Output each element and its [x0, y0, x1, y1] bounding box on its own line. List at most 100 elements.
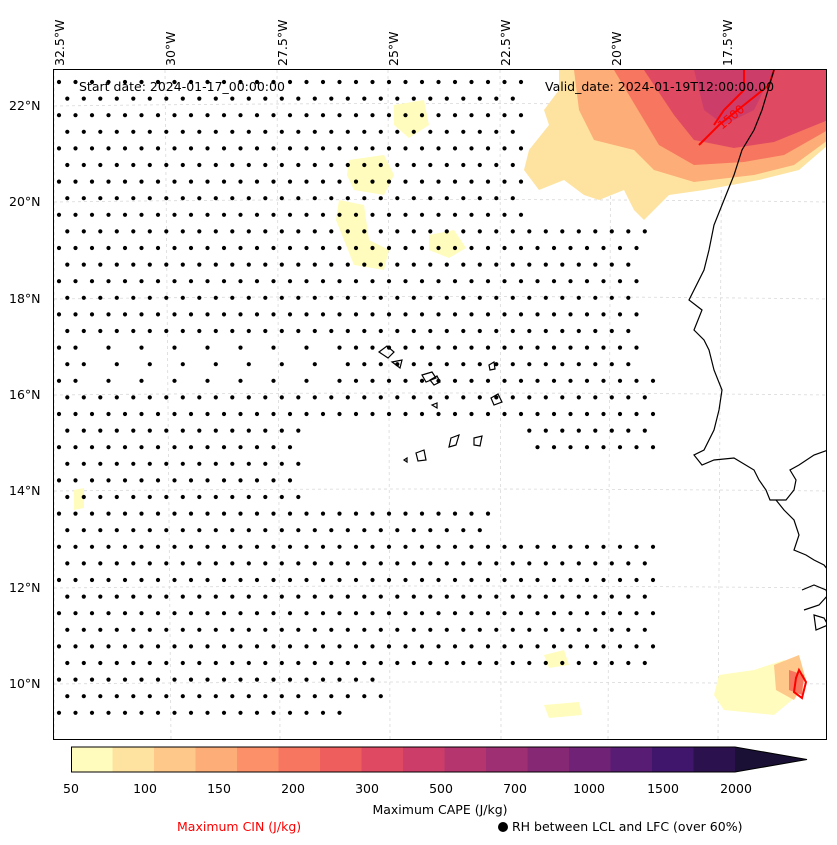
rh-dot [452, 245, 458, 251]
rh-dot [65, 660, 70, 666]
colorbar-bin [320, 747, 362, 772]
rh-dot [601, 378, 606, 383]
rh-dot [205, 245, 210, 251]
rh-dot [139, 644, 144, 649]
rh-dot [56, 478, 62, 483]
rh-dot [238, 710, 243, 715]
rh-dot [527, 428, 532, 433]
rh-dot [584, 411, 590, 417]
rh-dot [403, 611, 408, 616]
rh-dot [419, 212, 425, 217]
rh-dot [114, 395, 119, 400]
rh-dot [155, 644, 161, 649]
rh-dot [353, 179, 359, 184]
rh-dot [378, 694, 383, 699]
rh-dot [106, 511, 111, 516]
rh-dot [73, 611, 78, 616]
rh-dot [576, 660, 581, 666]
colorbar-tick: 1000 [573, 781, 605, 796]
rh-dot [147, 528, 152, 533]
rh-dot [172, 544, 177, 549]
rh-dot [312, 395, 317, 400]
rh-dot [73, 577, 78, 583]
rh-dot [502, 279, 507, 284]
rh-dot [403, 312, 408, 317]
rh-dot [518, 644, 524, 649]
rh-dot [205, 478, 210, 483]
rh-dot [494, 96, 499, 101]
rh-dot [221, 577, 227, 583]
rh-dot [518, 245, 524, 251]
rh-dot [568, 644, 573, 649]
rh-dot [411, 295, 416, 300]
rh-dot [477, 528, 482, 533]
rh-dot [518, 79, 524, 85]
rh-dot [312, 627, 317, 632]
rh-dot [609, 660, 614, 666]
rh-dot [172, 411, 177, 417]
rh-dot [246, 229, 251, 234]
rh-dot [345, 660, 350, 666]
colorbar-bin [610, 747, 653, 772]
rh-dot [197, 229, 202, 234]
rh-dot [403, 644, 408, 649]
rh-dot [230, 428, 235, 433]
rh-dot [436, 611, 441, 616]
rh-dot [535, 411, 540, 417]
rh-dot [106, 677, 111, 682]
rh-dot [271, 577, 276, 583]
rh-dot-grid [56, 79, 656, 715]
rh-dot [73, 677, 78, 682]
rh-dot [568, 245, 573, 251]
rh-dot [271, 113, 276, 118]
rh-dot [131, 461, 136, 466]
rh-dot [345, 594, 350, 599]
rh-dot [279, 461, 284, 466]
rh-dot [395, 627, 400, 632]
rh-dot [89, 511, 95, 516]
rh-dot [312, 295, 317, 300]
rh-dot [180, 627, 185, 632]
rh-dot [469, 345, 474, 350]
rh-dot [452, 113, 458, 118]
rh-dot [370, 212, 375, 217]
rh-dot [213, 362, 218, 367]
rh-dot [172, 710, 177, 715]
rh-dot [337, 611, 342, 616]
rh-dot [601, 544, 606, 549]
rh-dot [634, 378, 639, 383]
rh-dot [642, 229, 647, 234]
rh-dot [337, 245, 342, 251]
rh-dot [551, 279, 557, 284]
rh-dot [230, 196, 235, 201]
rh-dot [436, 113, 441, 118]
rh-dot [180, 395, 185, 400]
rh-dot [73, 245, 78, 251]
rh-dot [428, 129, 433, 134]
rh-dot [271, 644, 276, 649]
rh-dot [131, 428, 136, 433]
rh-dot [263, 262, 268, 267]
rh-dot [353, 544, 359, 549]
rh-dot [304, 312, 309, 317]
rh-dot [172, 577, 177, 583]
rh-dot [411, 162, 416, 168]
rh-dot [345, 129, 350, 134]
rh-dot [106, 544, 111, 549]
rh-dot [419, 644, 425, 649]
rh-dot [518, 179, 524, 184]
rh-dot [180, 162, 185, 168]
rh-dot [337, 146, 342, 151]
rh-dot [510, 162, 515, 168]
rh-dot [180, 362, 185, 367]
rh-dot [221, 710, 227, 715]
rh-dot [593, 660, 598, 666]
rh-dot [419, 611, 425, 616]
rh-dot [320, 79, 326, 85]
rh-dot [106, 113, 111, 118]
rh-dot [205, 179, 210, 184]
rh-dot [395, 129, 400, 134]
rh-dot [73, 345, 78, 350]
rh-dot [469, 577, 474, 583]
rh-dot [263, 528, 268, 533]
